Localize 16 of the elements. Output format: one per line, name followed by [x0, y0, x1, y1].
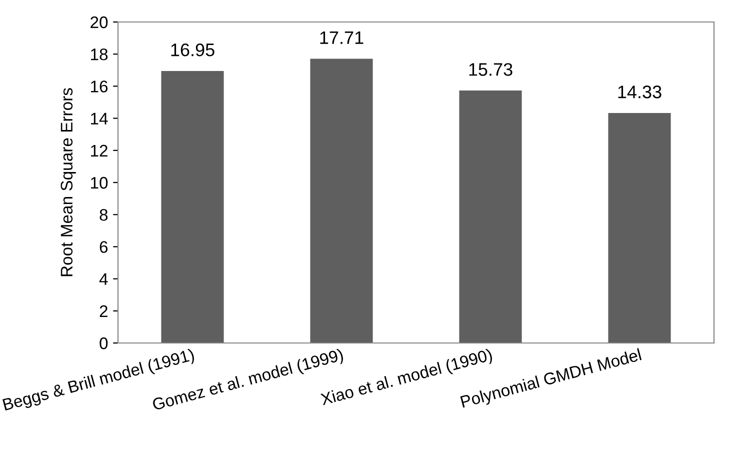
- y-tick-label: 8: [100, 209, 108, 221]
- y-tick-label: 18: [91, 48, 108, 60]
- y-axis-title: Root Mean Square Errors: [60, 88, 76, 276]
- data-label: 16.95: [171, 43, 214, 56]
- y-tick-label: 0: [100, 337, 108, 350]
- y-tick-label: 20: [90, 16, 108, 28]
- y-tick-label: 6: [100, 241, 108, 253]
- y-tick-label: 16: [91, 80, 108, 92]
- y-tick-label: 2: [100, 305, 108, 317]
- y-tick-label: 12: [91, 144, 108, 156]
- data-label: 15.73: [469, 63, 512, 76]
- data-label: 14.33: [618, 86, 662, 98]
- y-tick-label: 14: [91, 112, 108, 124]
- y-tick-label: 4: [99, 273, 108, 285]
- data-label: 17.71: [320, 31, 364, 44]
- y-tick-label: 10: [91, 176, 108, 189]
